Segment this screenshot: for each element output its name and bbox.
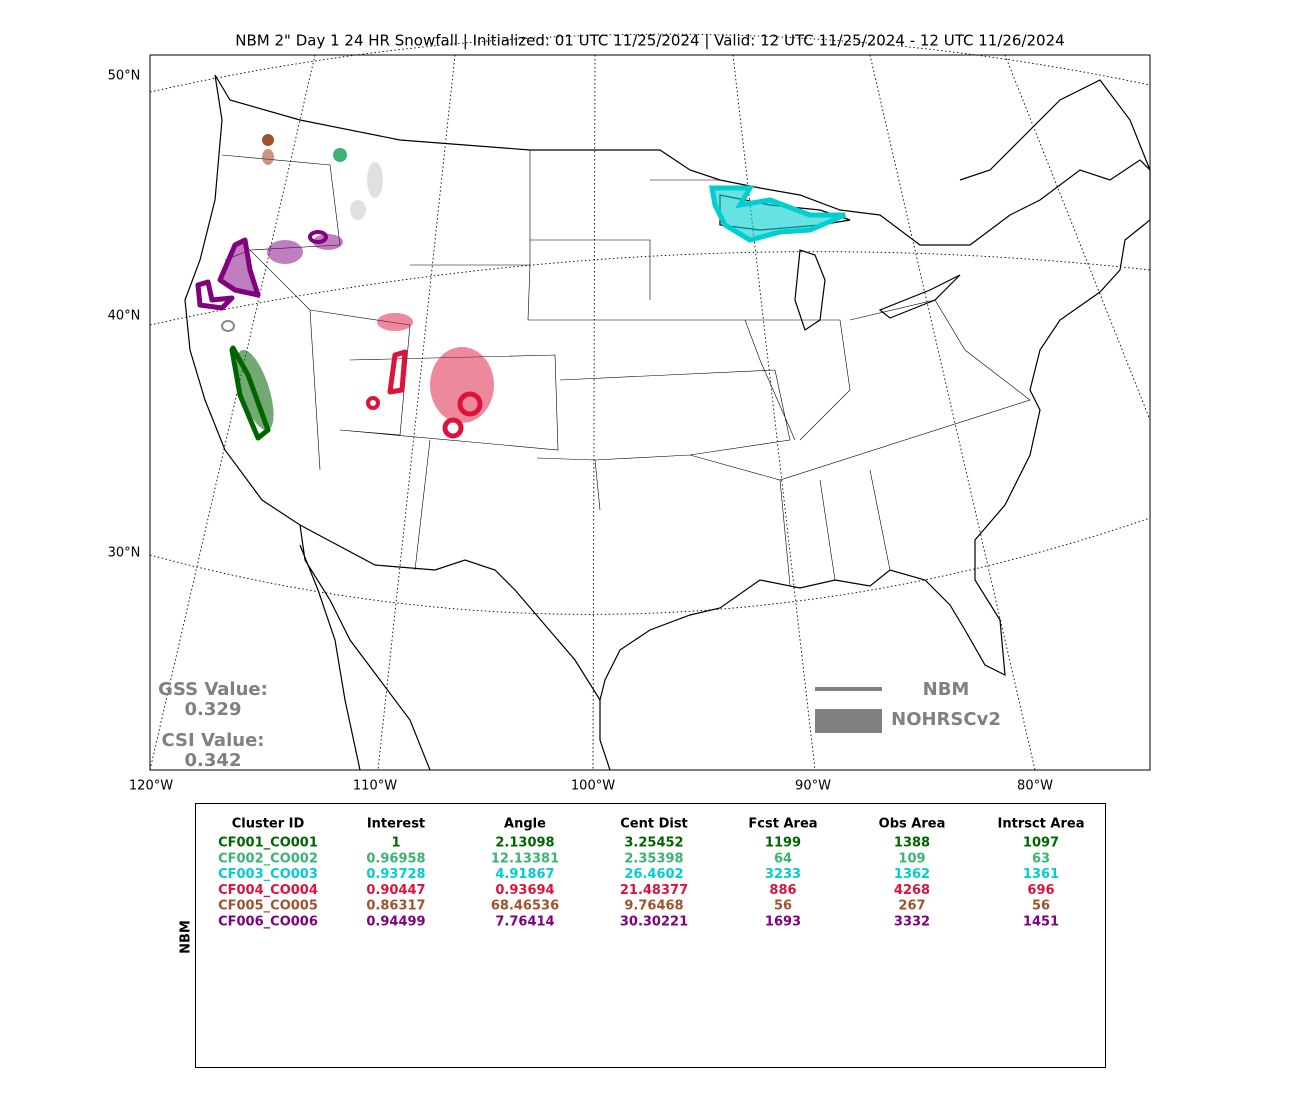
table-cell: 12.13381 <box>491 851 559 866</box>
table-cell: 3332 <box>894 915 930 930</box>
table-cell: 0.90447 <box>366 883 425 898</box>
column-header: Angle <box>504 817 546 832</box>
table-cell: 30.30221 <box>620 915 688 930</box>
table-cell: 0.86317 <box>366 899 425 914</box>
csi-value: 0.342 <box>185 750 242 771</box>
table-frame <box>195 803 1106 1068</box>
table-cell: 2.13098 <box>495 836 554 851</box>
table-cell: 0.93728 <box>366 867 425 882</box>
table-cell: 56 <box>774 899 792 914</box>
table-cell: CF006_CO006 <box>218 915 318 930</box>
table-cell: 109 <box>898 851 925 866</box>
lon-label: 100°W <box>571 779 615 794</box>
table-cell: 4.91867 <box>495 867 554 882</box>
lon-label: 110°W <box>353 779 397 794</box>
table-cell: 56 <box>1032 899 1050 914</box>
table-cell: 68.46536 <box>491 899 559 914</box>
csi-label: CSI Value: <box>162 730 265 751</box>
table: NBM Cluster ID Interest Angle Cent Dist Fcst… <box>179 803 1106 1068</box>
column-header: Interest <box>367 817 425 832</box>
column-header: Fcst Area <box>748 817 817 832</box>
legend-label: NBM <box>923 679 970 700</box>
table-cell: 267 <box>898 899 925 914</box>
column-header: Obs Area <box>879 817 946 832</box>
lat-label: 30°N <box>108 546 141 561</box>
clusters <box>195 134 846 441</box>
table-cell: 1693 <box>765 915 801 930</box>
us-outline <box>184 74 1151 702</box>
table-cell: 1199 <box>765 836 801 851</box>
table-cell: 21.48377 <box>620 883 688 898</box>
score-box: GSS Value: 0.329 CSI Value: 0.342 <box>158 679 268 771</box>
legend-label: NOHRSCv2 <box>891 709 1001 730</box>
table-cell: 63 <box>1032 851 1050 866</box>
lon-label: 80°W <box>1017 779 1053 794</box>
canada-coast <box>959 79 1151 181</box>
lat-label: 50°N <box>108 69 141 84</box>
table-cell: 26.4602 <box>624 867 683 882</box>
gss-label: GSS Value: <box>158 679 268 700</box>
table-cell: 1361 <box>1023 867 1059 882</box>
table-cell: 1097 <box>1023 836 1059 851</box>
table-cell: 0.96958 <box>366 851 425 866</box>
lon-label: 90°W <box>795 779 831 794</box>
legend-swatch <box>815 709 882 733</box>
table-cell: 7.76414 <box>495 915 554 930</box>
table-cell: CF001_CO001 <box>218 836 318 851</box>
table-cell: 4268 <box>894 883 930 898</box>
table-cell: CF002_CO002 <box>218 851 318 866</box>
table-cell: 1 <box>391 836 400 851</box>
table-cell: 1362 <box>894 867 930 882</box>
table-cell: 1388 <box>894 836 930 851</box>
table-cell: 886 <box>769 883 796 898</box>
table-cell: 3233 <box>765 867 801 882</box>
lake-erie <box>878 274 961 319</box>
column-header: Intrsct Area <box>998 817 1085 832</box>
map: GSS Value: 0.329 CSI Value: 0.342 NBM NO… <box>108 33 1151 794</box>
column-header: Cluster ID <box>232 817 305 832</box>
table-cell: 3.25452 <box>624 836 683 851</box>
table-cell: CF003_CO003 <box>218 867 318 882</box>
table-cell: 9.76468 <box>624 899 683 914</box>
table-cell: 0.94499 <box>366 915 425 930</box>
lat-label: 40°N <box>108 309 141 324</box>
gss-value: 0.329 <box>185 699 242 720</box>
table-cell: 2.35398 <box>624 851 683 866</box>
table-side-label: NBM <box>179 920 194 954</box>
legend: NBM NOHRSCv2 <box>815 679 1001 733</box>
table-cell: CF005_CO005 <box>218 899 318 914</box>
mexico-outline <box>299 524 611 771</box>
table-cell: CF004_CO004 <box>218 883 318 898</box>
table-cell: 64 <box>774 851 792 866</box>
table-cell: 0.93694 <box>495 883 554 898</box>
table-cell: 696 <box>1027 883 1054 898</box>
column-header: Cent Dist <box>620 817 688 832</box>
lon-label: 120°W <box>129 779 173 794</box>
table-cell: 1451 <box>1023 915 1059 930</box>
